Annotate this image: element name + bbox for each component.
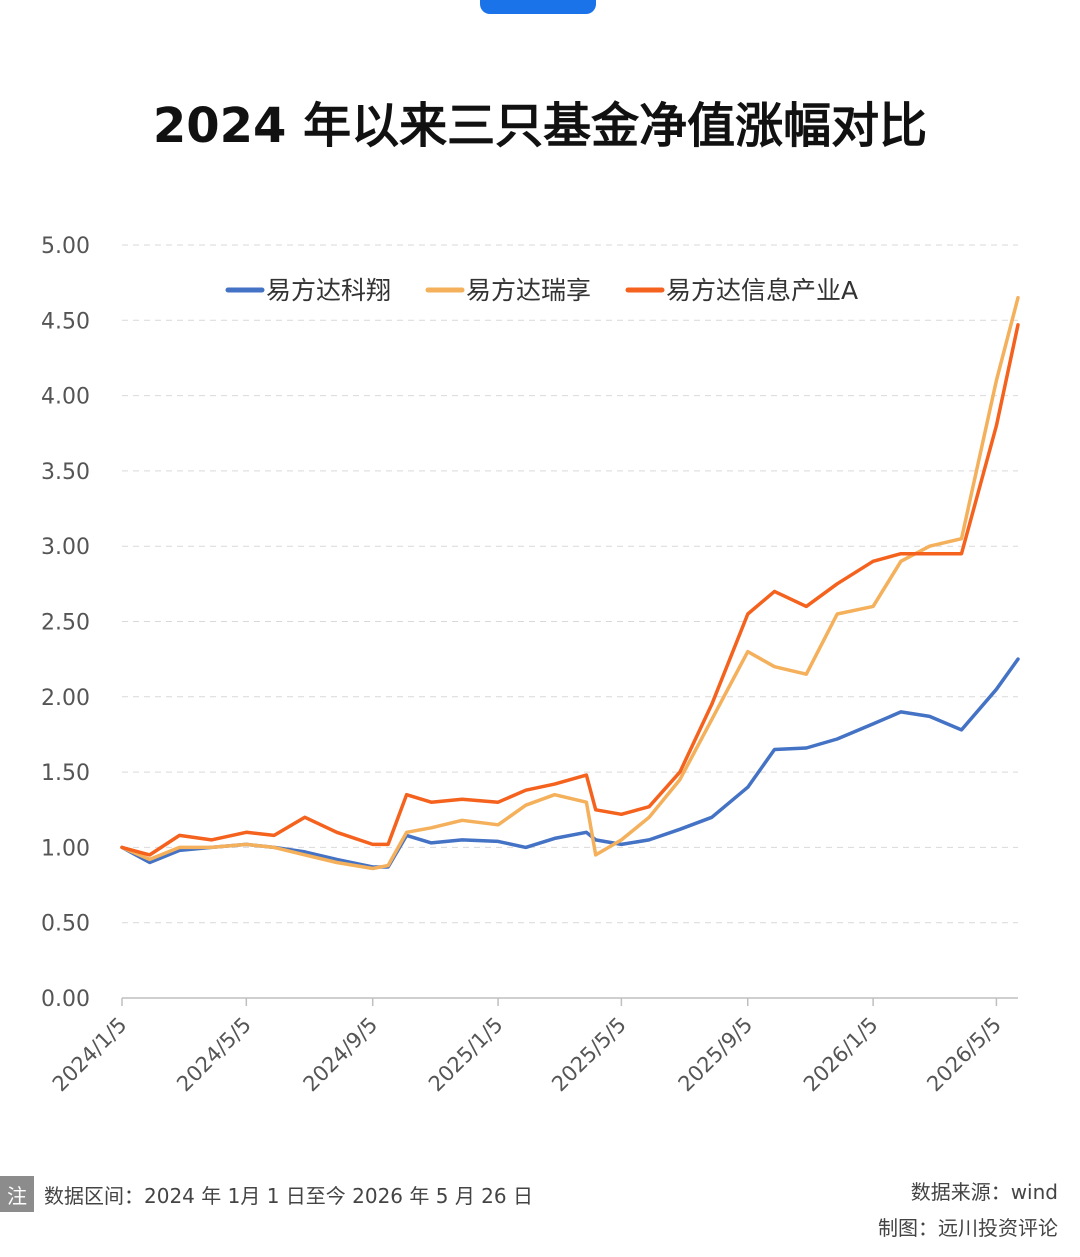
y-tick-label: 0.00 bbox=[41, 987, 90, 1012]
y-tick-label: 2.00 bbox=[41, 686, 90, 711]
chart-title: 2024 年以来三只基金净值涨幅对比 bbox=[152, 98, 928, 154]
top-accent-tab bbox=[480, 0, 596, 14]
note-text: 数据区间：2024 年 1月 1 日至今 2026 年 5 月 26 日 bbox=[44, 1183, 533, 1208]
x-tick-label: 2026/1/5 bbox=[799, 1013, 883, 1097]
legend-label: 易方达瑞享 bbox=[466, 276, 591, 305]
legend-label: 易方达科翔 bbox=[266, 276, 391, 305]
data-source: 数据来源：wind bbox=[910, 1180, 1058, 1204]
x-tick-label: 2026/5/5 bbox=[922, 1013, 1006, 1097]
series-line bbox=[120, 657, 1020, 869]
y-tick-label: 5.00 bbox=[41, 234, 90, 259]
y-tick-label: 1.00 bbox=[41, 836, 90, 861]
x-tick-label: 2024/1/5 bbox=[48, 1013, 132, 1097]
legend-label: 易方达信息产业A bbox=[666, 276, 858, 305]
x-tick-label: 2024/5/5 bbox=[172, 1013, 256, 1097]
y-tick-label: 4.50 bbox=[41, 309, 90, 334]
y-tick-label: 3.50 bbox=[41, 460, 90, 485]
footer-note: 注 数据区间：2024 年 1月 1 日至今 2026 年 5 月 26 日 bbox=[0, 1176, 533, 1212]
x-tick-label: 2025/1/5 bbox=[424, 1013, 508, 1097]
chart-maker: 制图：远川投资评论 bbox=[878, 1216, 1058, 1240]
series-line bbox=[120, 295, 1020, 871]
note-badge: 注 bbox=[0, 1176, 34, 1212]
y-tick-label: 0.50 bbox=[41, 912, 90, 937]
x-tick-label: 2024/9/5 bbox=[299, 1013, 383, 1097]
y-tick-label: 2.50 bbox=[41, 611, 90, 636]
series-line bbox=[120, 323, 1020, 857]
y-tick-label: 1.50 bbox=[41, 761, 90, 786]
y-tick-label: 4.00 bbox=[41, 385, 90, 410]
x-tick-label: 2025/5/5 bbox=[547, 1013, 631, 1097]
x-tick-label: 2025/9/5 bbox=[674, 1013, 758, 1097]
y-tick-label: 3.00 bbox=[41, 535, 90, 560]
